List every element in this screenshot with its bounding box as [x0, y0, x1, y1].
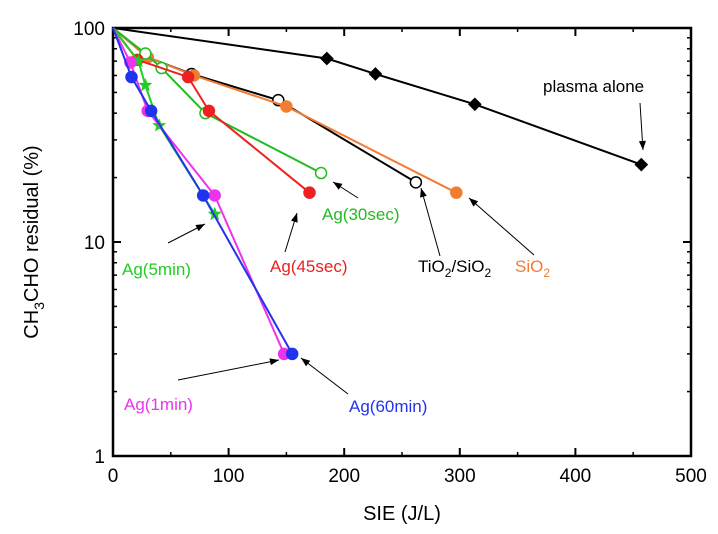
annotation-tio2-sio2: TiO2/SiO2: [418, 257, 492, 280]
annotation-arrow-head: [333, 182, 343, 190]
plot-area: [111, 26, 693, 458]
annotation-arrow-head: [291, 213, 298, 223]
series-ag-60min: [112, 27, 299, 361]
annotation-arrow-head: [195, 224, 205, 232]
data-point: [125, 70, 138, 84]
x-tick-label: 400: [560, 466, 592, 487]
y-axis-ticks: 1 10 100: [73, 19, 691, 468]
x-tick-label: 500: [675, 466, 707, 487]
annotation-arrow-head: [269, 358, 279, 366]
annotation-arrow-head: [301, 358, 311, 367]
x-tick-label: 100: [213, 466, 245, 487]
data-point: [285, 347, 299, 361]
annotation-arrow-head: [469, 198, 479, 207]
annotation-arrow-line: [468, 197, 535, 256]
x-axis-ticks: 0 100 200 300 400 500: [108, 28, 707, 487]
annotation-sio2: SiO2: [515, 257, 550, 280]
annotation-arrow-head: [420, 188, 427, 198]
annotation-arrow-head: [638, 140, 646, 150]
data-point: [181, 70, 195, 84]
data-point: [196, 189, 210, 202]
annotation-ag-60min: Ag(60min): [349, 397, 427, 416]
data-point: [280, 100, 293, 113]
annotation-arrows: [167, 102, 646, 395]
data-point: [303, 186, 316, 199]
data-point: [202, 104, 216, 118]
data-point: [467, 97, 482, 112]
data-point: [409, 176, 423, 189]
annotation-ag-45sec: Ag(45sec): [270, 257, 347, 276]
annotation-arrow-line: [420, 187, 441, 257]
series-layer: [112, 27, 649, 361]
annotation-ag-30sec: Ag(30sec): [322, 205, 399, 224]
data-point: [450, 186, 463, 199]
annotation-plasma-alone: plasma alone: [543, 77, 644, 96]
annotation-arrow-line: [300, 357, 349, 395]
annotation-ag-5min: Ag(5min): [122, 260, 191, 279]
data-point: [314, 166, 328, 180]
x-tick-label: 200: [328, 466, 360, 487]
x-tick-label: 300: [444, 466, 476, 487]
annotation-ag-1min: Ag(1min): [124, 395, 193, 414]
data-point: [368, 67, 383, 81]
data-point: [208, 189, 221, 202]
data-point: [320, 51, 334, 66]
series-plasma-alone: [112, 27, 649, 172]
data-point: [138, 77, 153, 92]
data-point: [144, 104, 158, 118]
x-axis-title: SIE (J/L): [363, 503, 441, 525]
y-tick-label: 1: [94, 447, 105, 468]
y-tick-label: 100: [73, 19, 105, 40]
data-point: [139, 47, 152, 60]
x-tick-label: 0: [108, 466, 119, 487]
annotation-arrow-line: [177, 359, 280, 381]
y-tick-label: 10: [84, 233, 105, 254]
data-point: [634, 157, 649, 172]
y-axis-title: CH3CHO residual (%): [21, 145, 47, 338]
